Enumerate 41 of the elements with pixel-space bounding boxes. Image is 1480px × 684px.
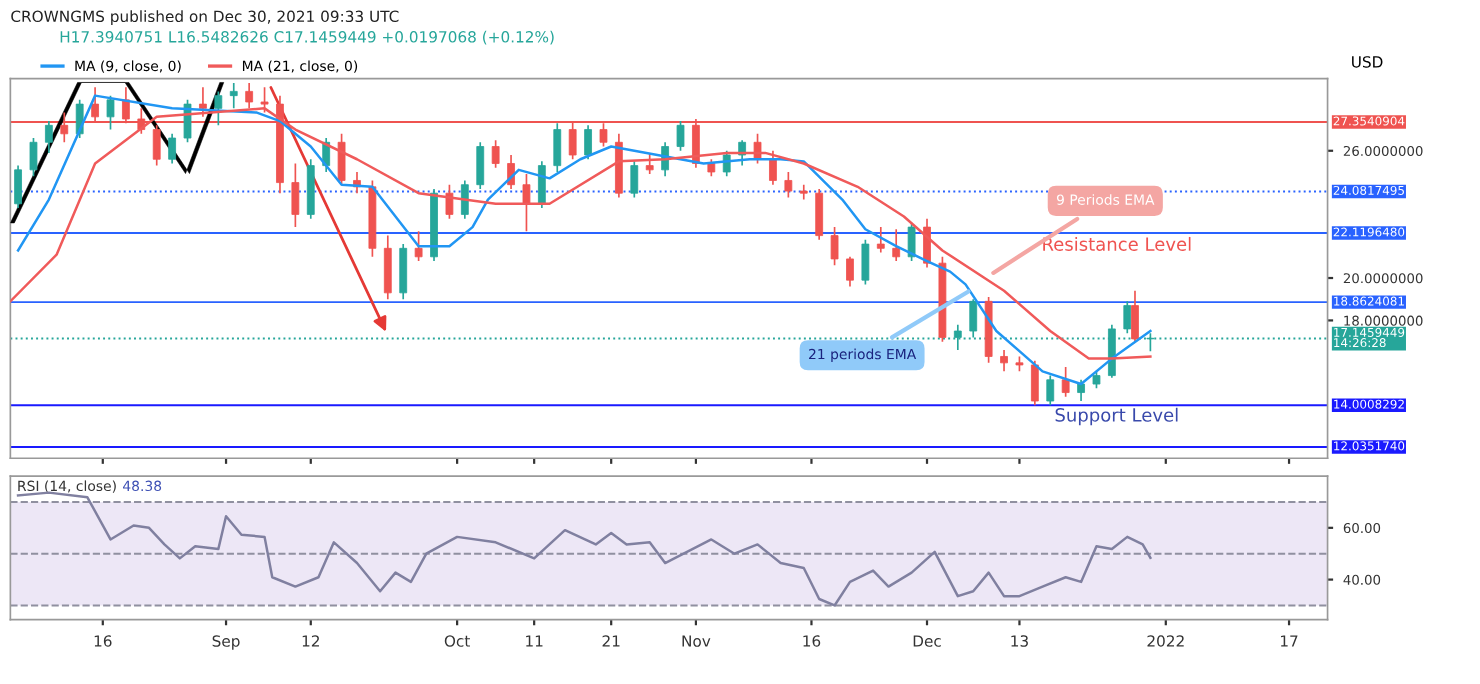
candlestick [676,120,685,152]
annotation: Resistance Level [1043,236,1191,251]
candlestick [1123,300,1132,334]
candlestick [399,243,408,301]
candlestick [584,124,592,161]
candlestick [522,173,531,233]
candlestick [876,226,885,254]
candlestick [892,228,901,262]
candlestick [846,255,854,288]
candlestick [815,188,824,241]
candlestick [830,226,839,267]
annotation: Support Level [1055,407,1178,426]
candlestick [168,132,177,165]
candlestick [861,239,870,286]
candlestick [476,141,485,190]
candlestick [969,298,978,339]
candlestick [491,139,500,169]
candlestick [460,179,469,220]
candlestick [753,132,762,165]
candlestick [769,149,777,186]
candlestick [1131,289,1139,343]
candlestick [1061,366,1070,398]
candlestick [229,82,238,110]
candlestick [1000,349,1008,373]
candlestick [214,90,223,127]
candlestick [1077,378,1085,402]
candlestick [537,160,546,209]
candlestick [106,94,115,131]
candlestick [553,122,562,173]
candlestick [291,162,300,228]
candlestick [14,164,22,209]
candlestick [337,132,346,186]
candlestick [414,230,423,262]
candlestick [1046,374,1055,407]
candlestick [630,160,639,199]
line-series [16,491,1152,607]
candlestick [784,171,793,199]
candlestick [1030,359,1039,407]
candlestick [383,234,392,301]
candlestick [44,120,53,154]
candlestick [29,137,38,178]
